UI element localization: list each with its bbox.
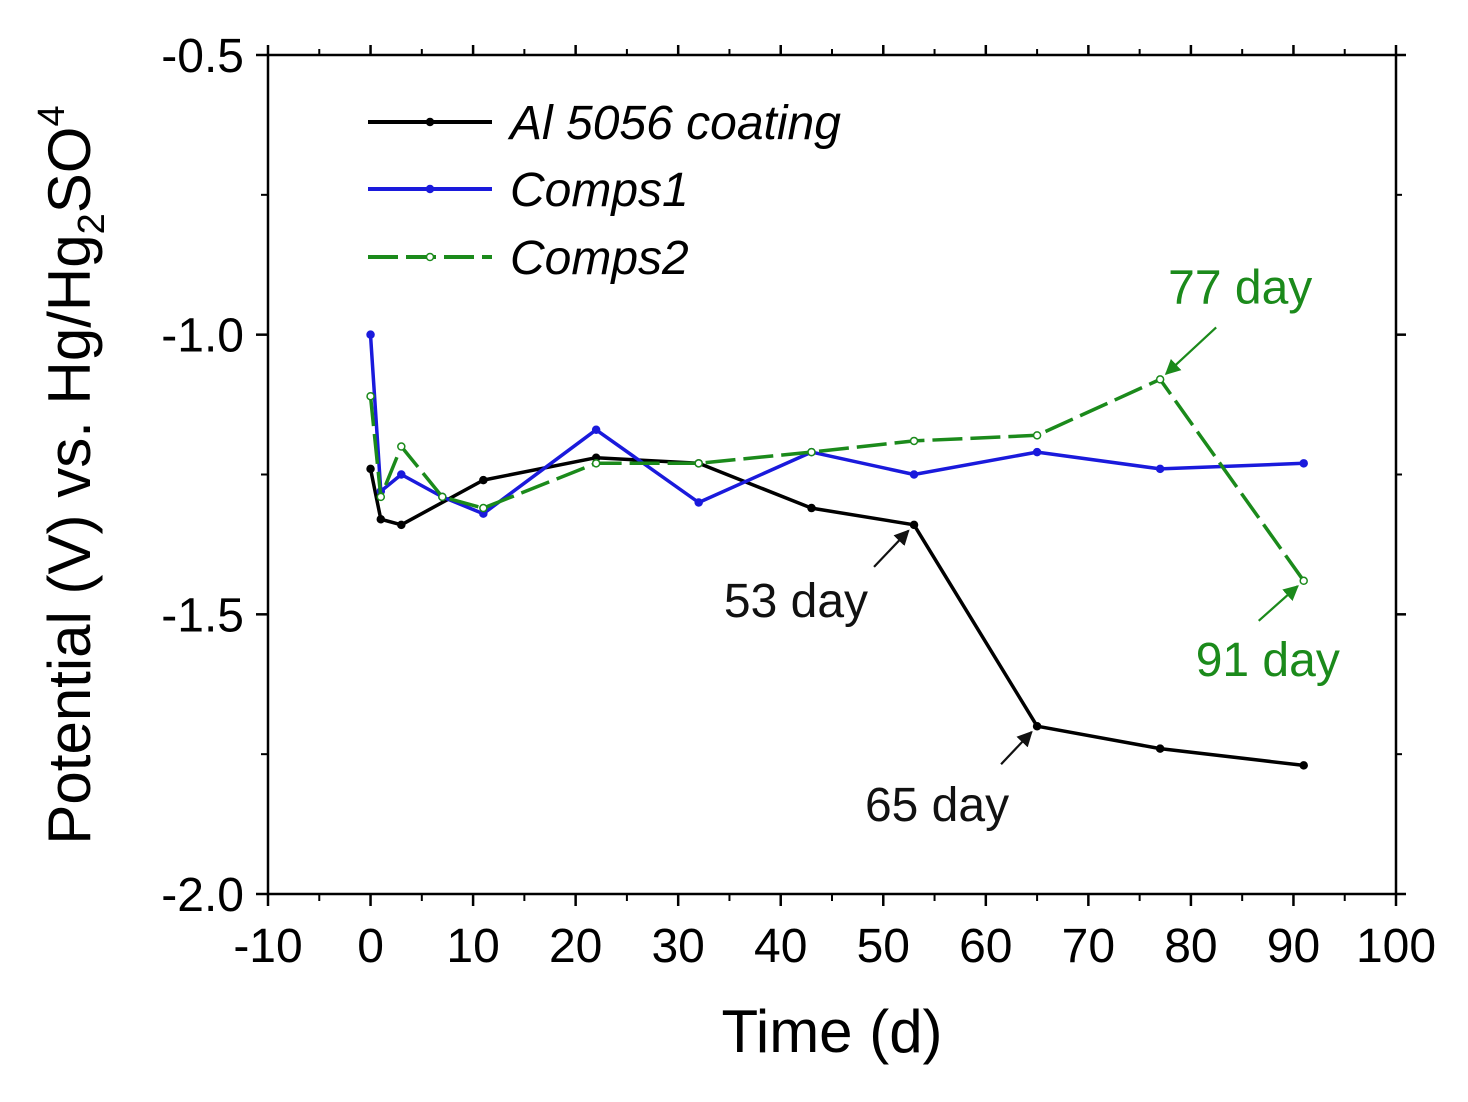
data-point — [1032, 721, 1042, 731]
data-point — [366, 391, 375, 401]
series-line — [368, 334, 1304, 516]
data-point — [376, 492, 386, 502]
data-point — [1032, 447, 1042, 457]
data-point — [1032, 431, 1042, 440]
legend-label: Comps1 — [510, 164, 689, 217]
legend-label: Comps2 — [510, 232, 689, 285]
data-point — [1299, 459, 1308, 468]
data-point — [591, 459, 601, 468]
annotation-arrow — [1257, 585, 1299, 622]
y-axis-title-sub1: 2 — [71, 213, 113, 234]
x-tick-label: 10 — [446, 920, 499, 973]
data-point — [397, 520, 406, 530]
annotations: 77 day 91 day 53 day 65 day — [724, 261, 1340, 832]
annotation-arrow — [1000, 730, 1033, 765]
annotation-label: 53 day — [724, 575, 868, 628]
data-point — [479, 475, 488, 485]
data-point — [397, 442, 406, 451]
y-axis-title: Potential (V) vs. Hg/Hg2SO4 — [31, 105, 113, 844]
data-point — [1155, 744, 1165, 753]
x-tick-label: 30 — [651, 920, 704, 973]
annotation-label: 77 day — [1168, 261, 1312, 314]
data-point — [694, 459, 703, 468]
data-point — [366, 464, 375, 474]
y-axis-title-prefix: Potential (V) vs. Hg/Hg — [36, 234, 103, 844]
annotation-label: 91 day — [1196, 634, 1340, 687]
x-tick-label: 60 — [959, 920, 1012, 973]
data-point — [1299, 576, 1308, 586]
y-axis-title-sub2: 4 — [31, 105, 73, 126]
annotation-arrow — [873, 529, 910, 568]
series-line — [368, 377, 1306, 582]
annotation-arrow — [1164, 326, 1217, 376]
legend-marker — [425, 117, 435, 127]
data-point — [438, 492, 447, 502]
x-tick-label: -10 — [233, 920, 302, 973]
data-point — [479, 503, 488, 513]
data-point — [807, 503, 816, 513]
x-tick-label: 50 — [857, 920, 910, 973]
legend: Al 5056 coating Comps1 Comps2 — [368, 97, 841, 285]
data-point — [1155, 375, 1165, 384]
axes-layer: -10 0 10 20 30 40 50 60 70 80 90 100 -2.0 -1.5 -1.0 -0.… — [161, 30, 1436, 973]
series-layer — [366, 330, 1308, 770]
legend-label: Al 5056 coating — [507, 97, 841, 150]
plot-frame — [266, 53, 1398, 896]
data-point — [397, 470, 406, 479]
legend-marker — [425, 184, 435, 194]
y-tick-label: -1.5 — [161, 589, 244, 642]
x-axis-title: Time (d) — [721, 998, 942, 1065]
data-point — [376, 514, 386, 524]
x-tick-label: 0 — [357, 920, 384, 973]
data-point — [909, 470, 919, 479]
data-point — [807, 447, 816, 457]
series-comps2 — [366, 375, 1308, 586]
data-point — [909, 436, 919, 446]
x-tick-label: 70 — [1062, 920, 1115, 973]
x-tick-label: 20 — [549, 920, 602, 973]
x-tick-label: 90 — [1267, 920, 1320, 973]
y-tick-label: -1.0 — [161, 310, 244, 363]
x-tick-label: 40 — [754, 920, 807, 973]
data-point — [1155, 464, 1165, 474]
legend-marker — [425, 252, 435, 262]
data-point — [366, 330, 375, 339]
data-point — [1299, 761, 1308, 770]
y-axis-title-mid: SO — [36, 127, 103, 214]
data-point — [591, 425, 601, 435]
data-point — [909, 520, 919, 530]
data-point — [694, 498, 703, 507]
y-tick-label: -2.0 — [161, 869, 244, 922]
annotation-label: 65 day — [865, 779, 1009, 832]
y-tick-label: -0.5 — [161, 30, 244, 83]
x-tick-label: 80 — [1164, 920, 1217, 973]
x-tick-label: 100 — [1356, 920, 1436, 973]
